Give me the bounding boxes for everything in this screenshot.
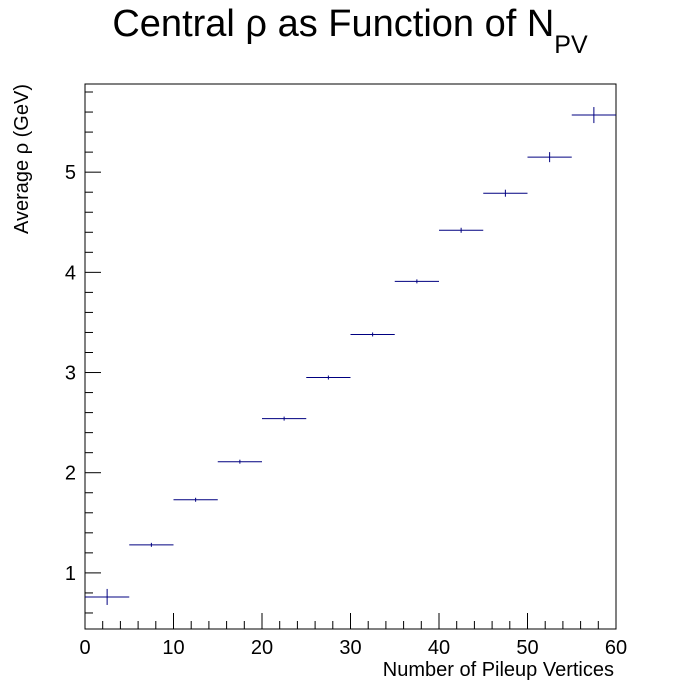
data-point — [527, 152, 572, 163]
y-tick-label: 2 — [65, 463, 76, 485]
x-tick-label: 20 — [251, 637, 273, 659]
data-point — [394, 279, 439, 284]
y-tick-label: 4 — [65, 262, 76, 284]
y-axis-title: Average ρ (GeV) — [11, 84, 33, 234]
x-axis-title: Number of Pileup Vertices — [383, 659, 614, 681]
axis-ticks — [84, 91, 617, 629]
x-tick-label: 50 — [516, 637, 538, 659]
data-point — [306, 375, 351, 380]
x-tick-label: 0 — [79, 637, 90, 659]
data-point — [85, 588, 130, 605]
x-tick-label: 30 — [339, 637, 361, 659]
data-point — [217, 459, 262, 464]
data-points — [85, 107, 616, 605]
x-tick-label: 10 — [162, 637, 184, 659]
data-point — [439, 227, 484, 233]
y-tick-label: 5 — [65, 162, 76, 184]
data-point — [350, 332, 395, 337]
chart-title-subscript: PV — [554, 31, 588, 59]
data-point — [173, 497, 218, 502]
data-point — [571, 107, 616, 124]
y-tick-label: 3 — [65, 363, 76, 385]
x-tick-label: 60 — [605, 637, 627, 659]
data-point — [129, 542, 174, 547]
chart-title: Central ρ as Function of NPV — [112, 3, 588, 59]
y-tick-label: 1 — [65, 563, 76, 585]
data-point — [483, 189, 528, 197]
x-tick-label: 40 — [428, 637, 450, 659]
axis-tick-labels: 0 10 20 30 40 50 60 1 2 3 4 5 — [65, 162, 627, 659]
chart-title-main: Central ρ as Function of N — [112, 3, 554, 45]
data-point — [262, 416, 307, 421]
